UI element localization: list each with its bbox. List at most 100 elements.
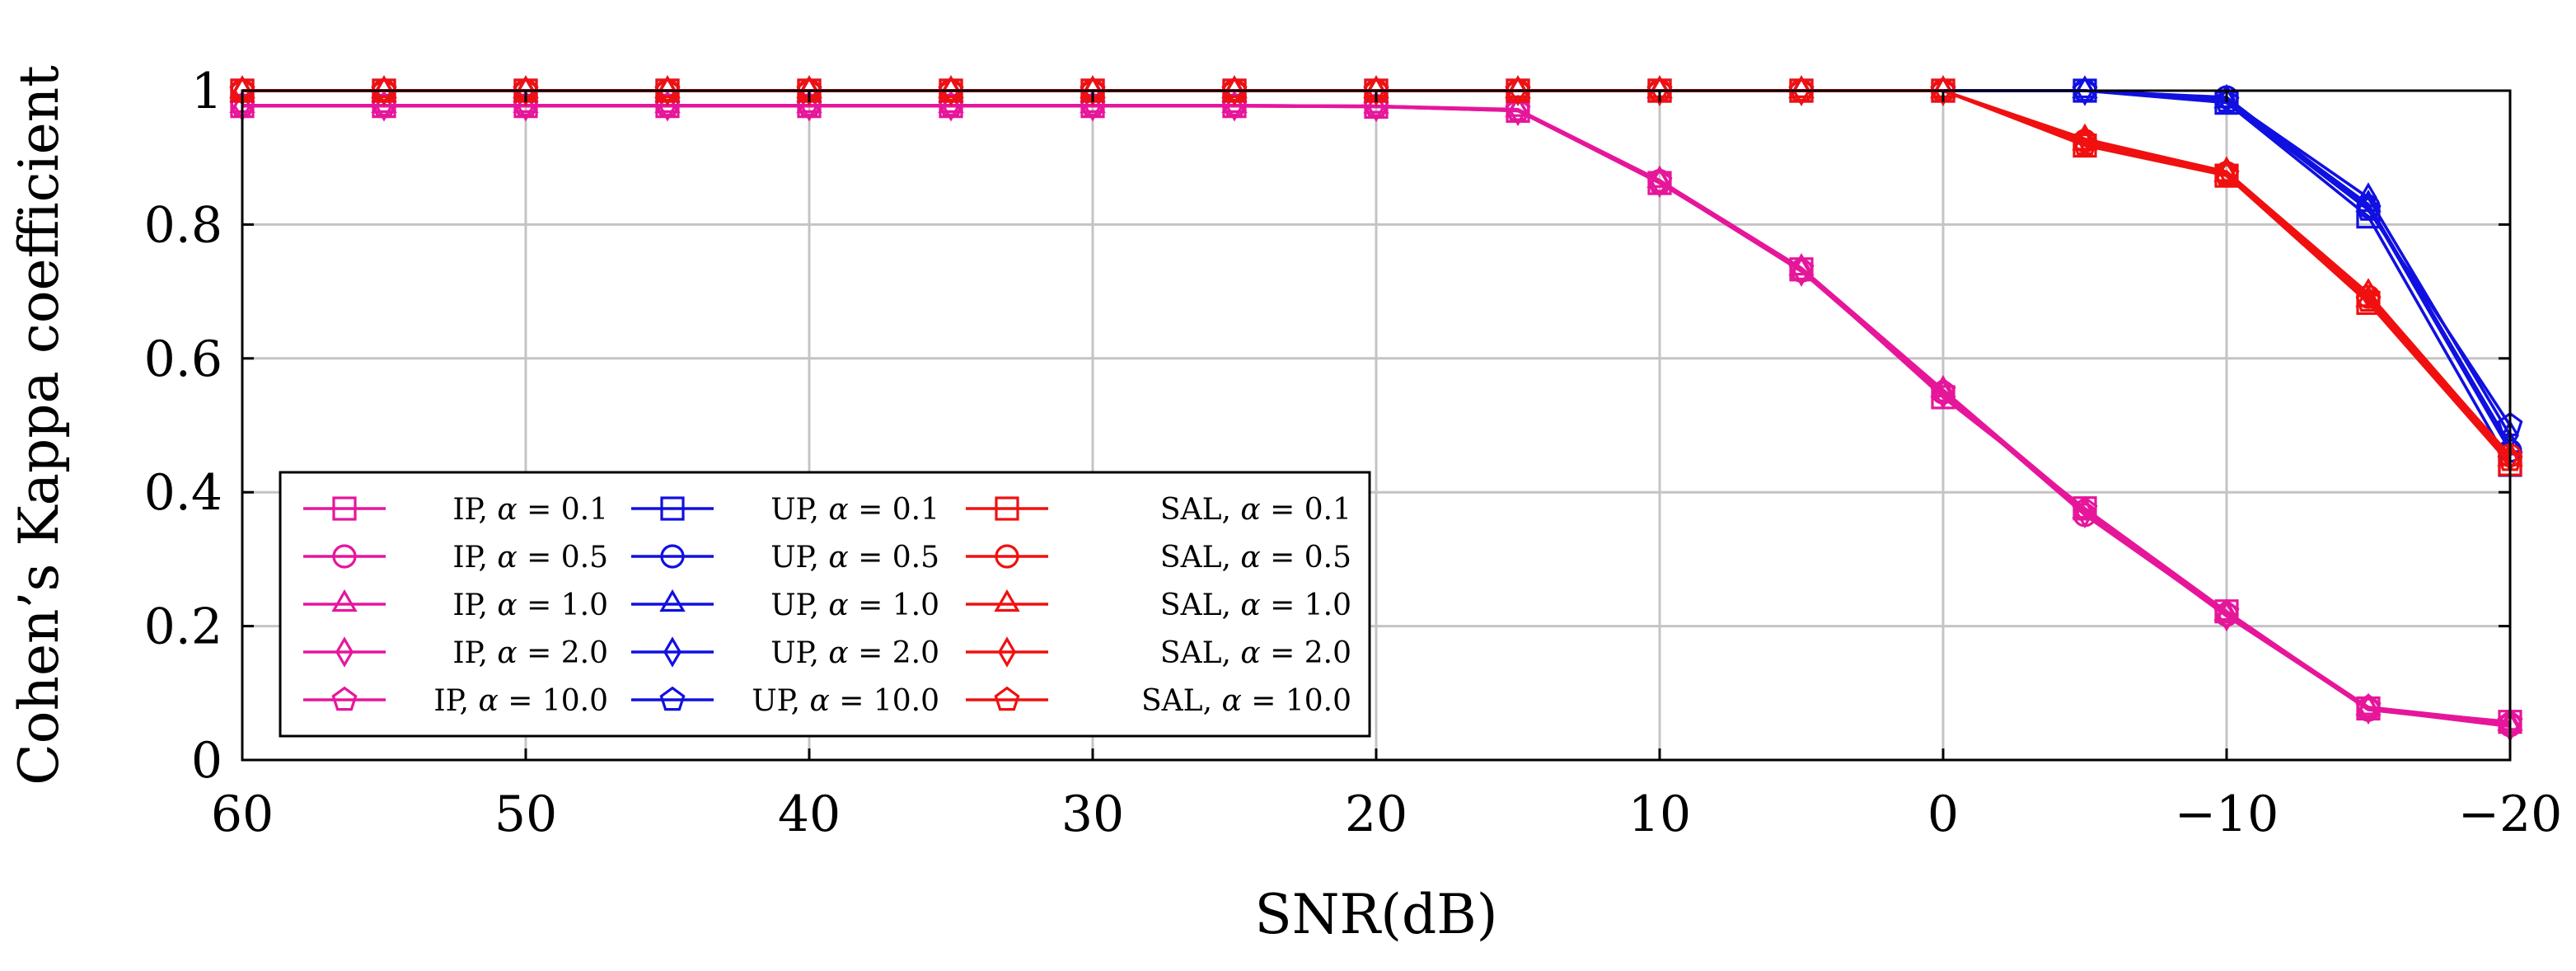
data-point-pentagon xyxy=(2213,87,2240,113)
legend-label-part: α xyxy=(809,684,829,718)
legend-marker-triangle xyxy=(331,589,358,612)
data-point-diamond xyxy=(1651,75,1669,106)
data-point-diamond xyxy=(1934,75,1952,106)
data-point-diamond xyxy=(2359,278,2377,309)
legend-label-part: SAL, xyxy=(1160,589,1240,622)
data-point-pentagon xyxy=(2355,287,2382,312)
y-tick-label: 0.4 xyxy=(144,464,222,522)
legend-marker-circle xyxy=(995,544,1019,569)
legend-marker-pentagon xyxy=(994,686,1020,711)
data-point-pentagon xyxy=(371,77,397,102)
legend-box xyxy=(279,471,1371,738)
legend-label: IP, α = 1.0 xyxy=(452,589,608,622)
y-tick-label: 0.8 xyxy=(144,196,222,254)
legend-label-part: α xyxy=(497,541,517,575)
legend-item: SAL, α = 10.0 xyxy=(966,684,1351,718)
legend-item: IP, α = 1.0 xyxy=(303,589,608,622)
legend-marker-circle xyxy=(332,544,357,569)
legend-label-part: IP, xyxy=(452,636,497,670)
y-tick-label: 0.6 xyxy=(144,331,222,388)
x-tick-label: 60 xyxy=(211,786,274,843)
legend-label: IP, α = 2.0 xyxy=(452,636,608,670)
data-point-diamond xyxy=(2076,497,2094,529)
legend-marker-pentagon xyxy=(659,686,686,711)
legend-label-part: α xyxy=(1221,684,1241,718)
data-point-pentagon xyxy=(1930,378,1956,402)
data-point-pentagon xyxy=(1505,77,1531,102)
legend-label-part: α xyxy=(828,541,848,575)
legend-label-part: = 1.0 xyxy=(849,589,939,622)
x-tick-label: −10 xyxy=(2175,786,2279,843)
legend-label-part: = 10.0 xyxy=(830,684,939,718)
legend-label-part: UP, xyxy=(770,636,828,670)
data-point-diamond xyxy=(1509,75,1527,106)
x-tick-label: −20 xyxy=(2458,786,2563,843)
legend-marker-triangle xyxy=(994,589,1020,612)
data-point-diamond xyxy=(1225,75,1244,106)
data-point-diamond xyxy=(1084,75,1102,106)
legend-label: SAL, α = 0.1 xyxy=(1160,493,1351,527)
legend-marker-diamond xyxy=(998,636,1016,668)
legend-label-part: IP, xyxy=(452,493,497,527)
legend-label-part: α xyxy=(828,493,848,527)
legend-item: SAL, α = 2.0 xyxy=(966,636,1351,670)
legend-label-part: = 0.1 xyxy=(1261,493,1351,527)
legend-label-part: = 0.1 xyxy=(518,493,608,527)
data-point-pentagon xyxy=(654,77,681,102)
legend-label: IP, α = 0.5 xyxy=(452,541,608,575)
legend-label-part: IP, xyxy=(452,541,497,575)
legend-label-part: = 0.5 xyxy=(849,541,939,575)
legend-label: SAL, α = 1.0 xyxy=(1160,589,1351,622)
legend-label: IP, α = 0.1 xyxy=(452,493,608,527)
data-point-pentagon xyxy=(1505,96,1531,121)
legend-item: IP, α = 0.1 xyxy=(303,493,608,527)
legend-label-part: α xyxy=(1240,589,1260,622)
data-point-diamond xyxy=(2218,600,2236,632)
legend-label-part: α xyxy=(497,493,517,527)
data-point-diamond xyxy=(1792,75,1810,106)
legend-label-part: α xyxy=(497,589,517,622)
legend-item: UP, α = 0.1 xyxy=(631,493,939,527)
legend-label: UP, α = 1.0 xyxy=(770,589,939,622)
data-point-pentagon xyxy=(2213,162,2240,186)
legend-item: IP, α = 10.0 xyxy=(303,684,608,718)
legend-label-part: = 0.5 xyxy=(1261,541,1351,575)
legend-label-part: = 0.1 xyxy=(849,493,939,527)
axis-ticks: 60 50 40 30 20 10 0 −10 −20 0 0.2 0.4 0.6 0.8 1 xyxy=(144,63,2563,843)
x-tick-label: 40 xyxy=(778,786,841,843)
y-axis-title: Cohen’s Kappa coefficient xyxy=(7,65,71,786)
legend-label-part: = 10.0 xyxy=(499,684,608,718)
legend-label: UP, α = 10.0 xyxy=(752,684,939,718)
data-point-diamond xyxy=(1367,75,1385,106)
legend-label-part: SAL, xyxy=(1160,493,1240,527)
legend-label: UP, α = 0.1 xyxy=(770,493,939,527)
legend-item: UP, α = 10.0 xyxy=(631,684,939,718)
legend-item: SAL, α = 0.5 xyxy=(966,541,1351,575)
data-point-pentagon xyxy=(1788,256,1815,280)
legend-label: IP, α = 10.0 xyxy=(433,684,608,718)
data-point-pentagon xyxy=(2072,130,2098,156)
legend-label: UP, α = 0.5 xyxy=(770,541,939,575)
data-point-pentagon xyxy=(2355,693,2382,719)
data-point-diamond xyxy=(2076,75,2094,106)
legend-label-part: α xyxy=(478,684,498,718)
legend-label-part: IP, xyxy=(452,589,497,622)
legend-marker-triangle xyxy=(659,589,686,612)
data-point-pentagon xyxy=(938,77,964,102)
data-point-diamond xyxy=(942,75,960,106)
legend-label: SAL, α = 0.5 xyxy=(1160,541,1351,575)
legend-label: SAL, α = 10.0 xyxy=(1141,684,1351,718)
data-point-diamond xyxy=(1509,95,1527,127)
data-point-pentagon xyxy=(2213,599,2240,624)
data-point-diamond xyxy=(517,75,535,106)
legend-label-part: UP, xyxy=(752,684,809,718)
data-point-diamond xyxy=(375,75,393,106)
data-point-pentagon xyxy=(2355,196,2382,221)
legend-item: SAL, α = 1.0 xyxy=(966,589,1351,622)
legend-item: UP, α = 2.0 xyxy=(631,636,939,670)
data-point-diamond xyxy=(800,75,818,106)
legend-label-part: α xyxy=(1240,541,1260,575)
legend-label-part: α xyxy=(1240,493,1260,527)
legend-label-part: SAL, xyxy=(1160,636,1240,670)
